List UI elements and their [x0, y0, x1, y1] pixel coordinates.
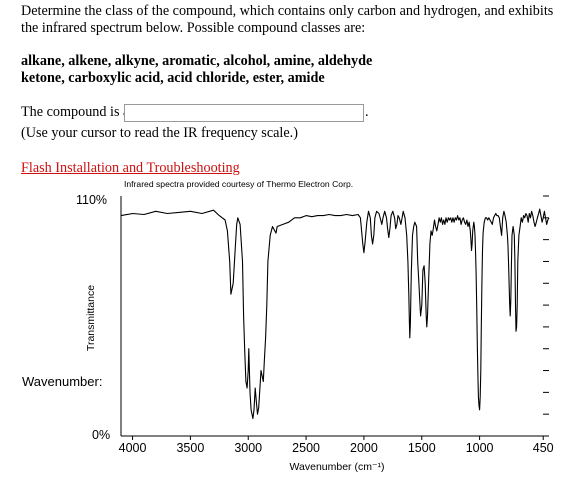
- spectra-credit: Infrared spectra provided courtesy of Th…: [124, 179, 354, 189]
- compound-classes-line-1: alkane, alkene, alkyne, aromatic, alcoho…: [21, 53, 373, 69]
- x-axis-ticks: 4000 3500 3000 2500 2000 1500 1000 450: [119, 436, 554, 455]
- compound-classes-line-2: ketone, carboxylic acid, acid chloride, …: [21, 70, 325, 86]
- wavenumber-readout-label: Wavenumber:: [22, 374, 103, 389]
- cursor-hint-text: (Use your cursor to read the IR frequenc…: [21, 125, 298, 141]
- x-tick-label: 1500: [408, 441, 436, 455]
- x-tick-label: 450: [533, 441, 554, 455]
- x-tick-label: 1000: [466, 441, 494, 455]
- spectrum-line: [120, 208, 550, 420]
- right-axis-ticks: [543, 195, 549, 437]
- x-axis-title: Wavenumber (cm⁻¹): [290, 461, 385, 473]
- x-tick-label: 4000: [119, 441, 147, 455]
- answer-input[interactable]: [124, 104, 364, 122]
- flash-installation-link[interactable]: Flash Installation and Troubleshooting: [21, 160, 240, 176]
- answer-period: .: [365, 104, 369, 120]
- x-tick-label: 3500: [176, 441, 204, 455]
- x-tick-label: 2000: [350, 441, 378, 455]
- x-tick-label: 3000: [234, 441, 262, 455]
- wavenumber-readout: Wavenumber:: [22, 374, 102, 389]
- answer-prompt-label: The compound is a(n): [21, 104, 146, 120]
- question-text: Determine the class of the compound, whi…: [21, 3, 554, 36]
- y-axis-bottom-label: 0%: [92, 428, 111, 442]
- x-tick-label: 2500: [292, 441, 320, 455]
- plot-frame-group: [120, 196, 549, 437]
- y-axis-top-label: 110%: [76, 193, 108, 207]
